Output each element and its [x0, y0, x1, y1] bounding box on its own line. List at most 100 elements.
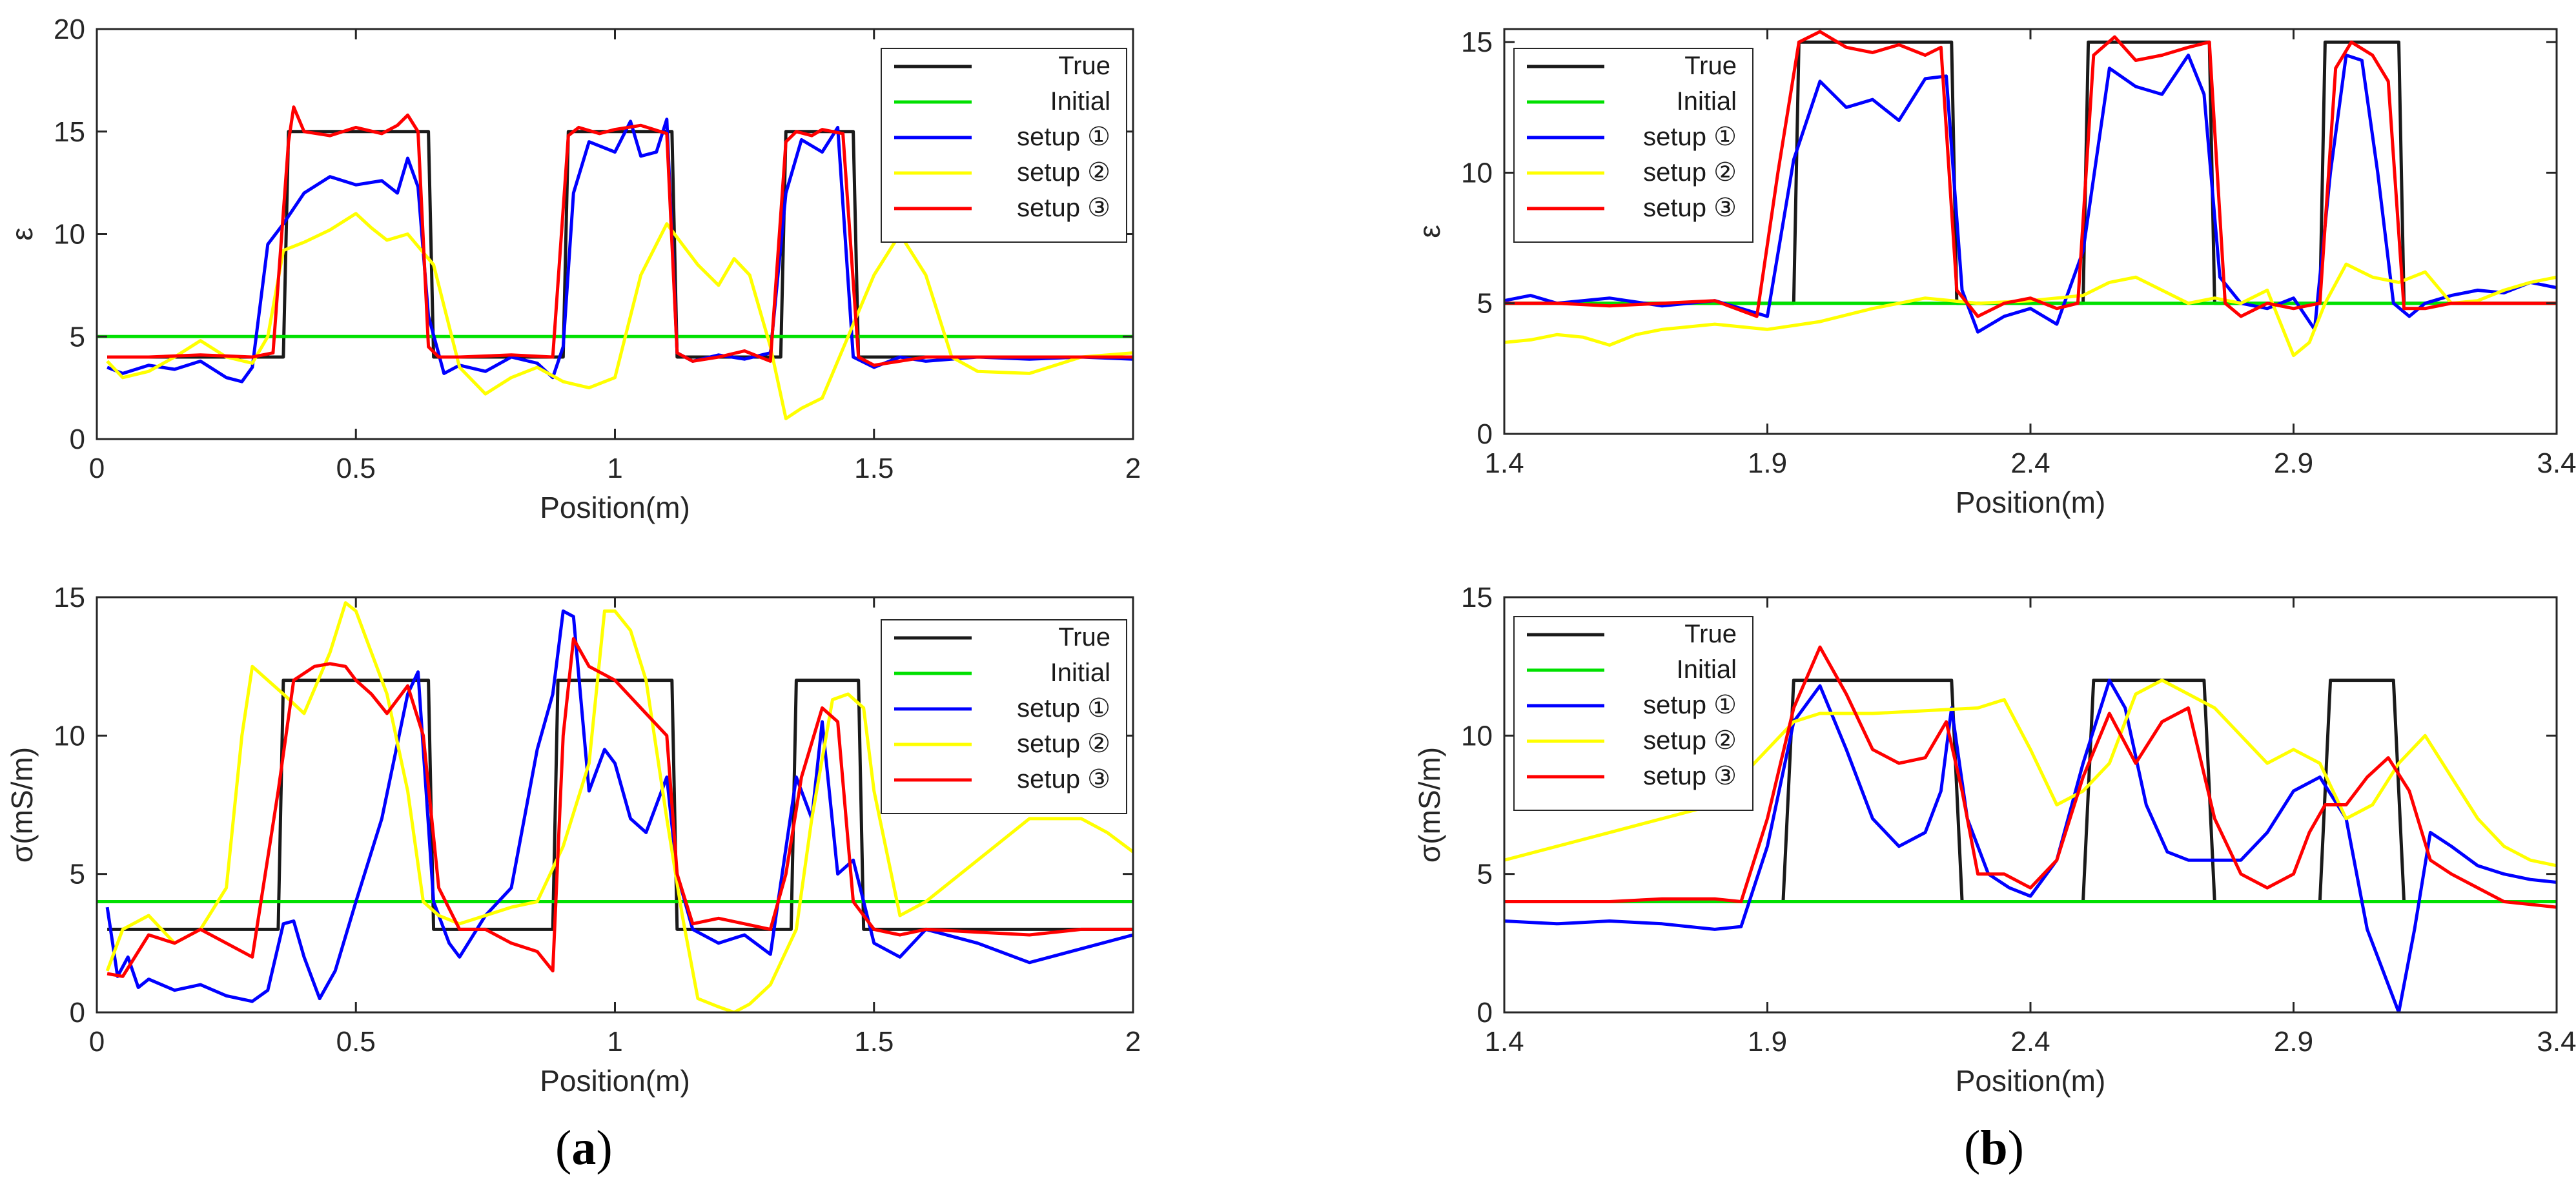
legend-label: setup ②	[1017, 158, 1110, 187]
x-tick-label: 0	[89, 1026, 105, 1058]
x-axis-label: Position(m)	[1956, 1064, 2106, 1098]
legend: True Initial setup ① setup ② setup ③	[881, 48, 1127, 243]
x-tick-label: 3.4	[2537, 447, 2576, 479]
y-tick-label: 10	[1461, 157, 1493, 189]
x-tick-label: 2.4	[2010, 447, 2050, 479]
series-group	[97, 105, 1133, 420]
y-tick-label: 20	[54, 14, 85, 45]
caption-b-close: )	[2007, 1121, 2024, 1175]
legend-label: setup ③	[1643, 762, 1737, 790]
caption-b: (b)	[1964, 1120, 2024, 1176]
y-tick-label: 5	[70, 321, 85, 353]
x-tick-label: 2.4	[2010, 1026, 2050, 1058]
legend-label: setup ①	[1017, 694, 1110, 722]
x-tick-label: 2	[1125, 453, 1141, 484]
caption-a-letter: a	[571, 1121, 597, 1175]
y-tick-label: 5	[70, 859, 85, 890]
x-axis-label: Position(m)	[1956, 486, 2106, 519]
series-line-setup-3	[105, 609, 1133, 1003]
legend-label: setup ①	[1643, 123, 1737, 151]
chart-a-eps: 0 0.5 1 1.5 205101520Position(m)εTrueInitial…	[5, 14, 1141, 524]
series-line-setup-5	[107, 105, 1133, 367]
legend-label: setup ③	[1017, 194, 1110, 222]
legend-label: True	[1684, 52, 1737, 80]
y-tick-label: 0	[70, 997, 85, 1029]
y-axis-label: ε	[5, 227, 39, 241]
caption-a-close: )	[596, 1121, 613, 1175]
legend-label: Initial	[1677, 87, 1737, 116]
x-tick-label: 1.9	[1748, 447, 1787, 479]
series-line-setup-5	[107, 637, 1133, 978]
legend-label: setup ②	[1643, 726, 1737, 755]
x-tick-label: 0.5	[336, 453, 376, 484]
y-tick-label: 5	[1477, 859, 1493, 890]
legend: True Initial setup ① setup ② setup ③	[881, 619, 1127, 814]
y-axis-label: σ(mS/m)	[1413, 747, 1446, 863]
legend-label: True	[1058, 52, 1110, 80]
y-tick-label: 15	[54, 116, 85, 148]
caption-a: (a)	[555, 1120, 613, 1176]
x-tick-label: 1.4	[1484, 447, 1524, 479]
legend-label: Initial	[1677, 655, 1737, 684]
series-line-setup-5	[1504, 645, 2557, 909]
series-line-setup-4	[106, 212, 1133, 420]
legend-label: Initial	[1050, 87, 1110, 116]
y-axis-label: ε	[1413, 225, 1446, 238]
legend: True Initial setup ① setup ② setup ③	[1513, 48, 1753, 243]
y-tick-label: 10	[54, 720, 85, 752]
series-line-setup-3	[1504, 54, 2557, 334]
legend-label: True	[1058, 623, 1110, 651]
legend-label: True	[1684, 620, 1737, 648]
y-tick-label: 15	[1461, 26, 1493, 58]
caption-a-open: (	[555, 1121, 572, 1175]
chart-a-sigma: 0 0.5 1 1.5 2 0 5 10 15 Position(m) σ(mS/m) True Ini…	[5, 582, 1141, 1098]
y-axis-label: σ(mS/m)	[5, 747, 39, 863]
legend-label: setup ①	[1017, 123, 1110, 151]
x-tick-label: 1.9	[1748, 1026, 1787, 1058]
series-group	[1504, 30, 2557, 358]
series-group	[1504, 645, 2557, 1012]
caption-b-letter: b	[1980, 1121, 2008, 1175]
y-tick-label: 0	[70, 424, 85, 455]
legend: True Initial setup ① setup ② setup ③	[1513, 616, 1753, 811]
legend-label: setup ③	[1643, 194, 1737, 222]
chart-b-sigma: 1.4 1.9 2.4 2.9 3.4 0 5 10 15 Position(m) σ(mS/m) T…	[1413, 582, 2576, 1098]
x-tick-label: 1.4	[1484, 1026, 1524, 1058]
legend-label: Initial	[1050, 659, 1110, 687]
x-tick-label: 3.4	[2537, 1026, 2576, 1058]
series-line-setup-3	[107, 118, 1133, 384]
series-group	[97, 601, 1133, 1012]
y-tick-label: 0	[1477, 418, 1493, 450]
series-line-true-1	[1504, 40, 2557, 305]
series-line-setup-4	[1504, 679, 2557, 868]
legend-label: setup ②	[1643, 158, 1737, 187]
series-line-setup-4	[105, 601, 1133, 1012]
caption-b-open: (	[1964, 1121, 1981, 1175]
y-tick-label: 10	[54, 219, 85, 251]
x-tick-label: 1.5	[854, 1026, 894, 1058]
legend-label: setup ①	[1643, 691, 1737, 719]
x-tick-label: 0.5	[336, 1026, 376, 1058]
series-line-setup-4	[1504, 262, 2557, 358]
x-tick-label: 2	[1125, 1026, 1141, 1058]
y-tick-label: 0	[1477, 997, 1493, 1029]
chart-b-eps: 1.4 1.9 2.4 2.9 3.4 0 5 10 15 Position(m) ε True Ini…	[1413, 26, 2576, 519]
y-tick-label: 10	[1461, 720, 1493, 752]
legend-label: setup ②	[1017, 730, 1110, 758]
x-tick-label: 1	[607, 1026, 622, 1058]
x-tick-label: 2.9	[2274, 447, 2313, 479]
series-line-setup-5	[1504, 30, 2557, 318]
series-line-setup-3	[1504, 679, 2557, 1012]
x-tick-label: 1.5	[854, 453, 894, 484]
y-tick-label: 15	[54, 582, 85, 613]
series-line-true-1	[1504, 679, 2557, 903]
legend-label: setup ③	[1017, 765, 1110, 794]
x-tick-label: 1	[607, 453, 622, 484]
x-tick-label: 0	[89, 453, 105, 484]
x-tick-label: 2.9	[2274, 1026, 2313, 1058]
x-axis-label: Position(m)	[540, 1064, 690, 1098]
y-tick-label: 15	[1461, 582, 1493, 613]
x-axis-label: Position(m)	[540, 491, 690, 524]
y-tick-label: 5	[1477, 288, 1493, 320]
